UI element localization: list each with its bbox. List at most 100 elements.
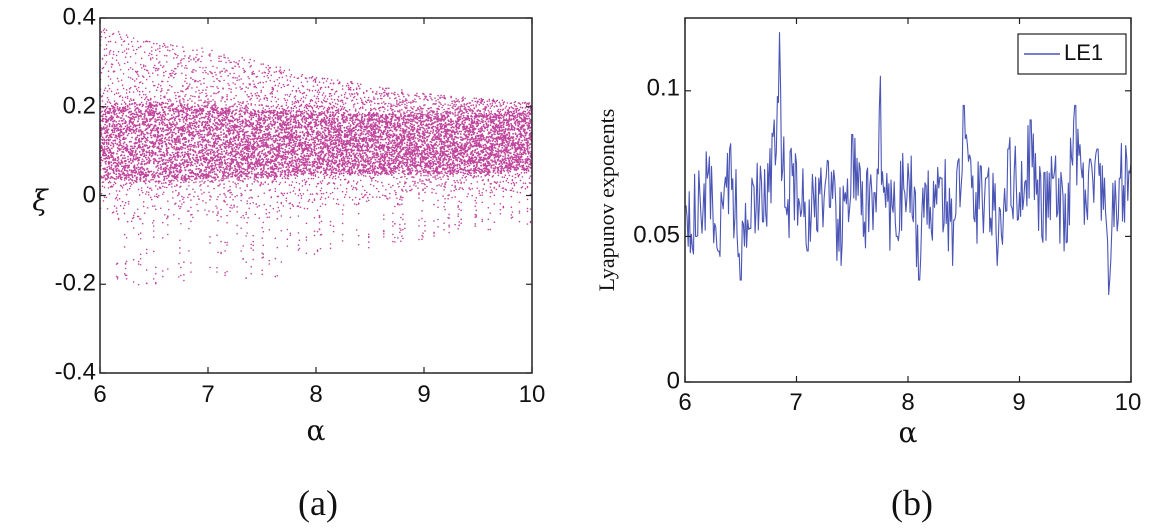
data-point [179,147,182,150]
data-point [254,104,257,106]
data-point [109,49,112,52]
data-point [131,115,134,118]
data-point [158,157,161,160]
data-point [266,97,269,100]
data-point [190,262,192,264]
data-point [115,152,118,155]
data-point [198,89,200,92]
data-point [153,95,156,98]
data-point [167,46,169,48]
data-point [216,271,218,273]
data-point [183,160,186,163]
data-point [141,166,144,169]
data-point [122,133,125,136]
data-point [284,155,287,158]
data-point [153,176,156,179]
data-point [172,160,174,163]
data-point [244,143,247,146]
data-point [226,123,229,125]
data-point [286,79,289,81]
data-point [186,106,189,108]
data-point [241,115,244,118]
data-point [168,105,171,108]
data-point [157,130,160,133]
data-point [107,187,110,189]
data-point [133,129,136,132]
data-point [277,126,279,128]
data-point [109,102,112,105]
data-point [152,142,155,144]
data-point [206,113,208,116]
data-point [200,116,203,119]
data-point [258,204,261,207]
data-point [228,110,231,113]
data-point [284,160,287,163]
data-point [128,164,130,167]
data-point [234,195,236,198]
data-point [252,202,255,204]
data-point [187,153,190,156]
data-point [197,114,200,116]
data-point [233,169,235,172]
data-point [132,155,135,158]
data-point [280,159,283,161]
data-point [220,55,222,58]
data-point [224,271,226,274]
data-point [119,204,122,207]
data-point [138,137,141,140]
data-point [211,171,214,174]
data-point [164,136,167,139]
data-point [162,42,165,45]
data-point [147,54,150,57]
data-point [232,130,235,133]
data-point [110,166,113,169]
data-point [170,44,172,46]
data-point [198,198,200,201]
panel-a-point-cloud [99,28,533,286]
data-point [184,147,187,150]
data-point [156,196,159,199]
data-point [246,136,249,139]
data-point [215,74,217,76]
data-point [223,150,226,153]
data-point [146,69,149,72]
data-point [105,115,108,118]
data-point [105,173,108,176]
data-point [124,166,127,169]
data-point [180,148,183,151]
data-point [140,96,143,99]
data-point [160,168,162,170]
data-point [230,61,232,64]
data-point [114,109,117,112]
data-point [202,120,204,123]
data-point [135,115,137,118]
data-point [216,207,218,209]
data-point [219,80,221,83]
data-point [216,155,219,158]
data-point [203,77,205,80]
data-point [241,124,243,127]
data-point [270,109,273,112]
data-point [133,80,136,82]
data-point [239,130,242,133]
data-point [272,174,275,177]
data-point [287,163,290,166]
data-point [205,201,207,204]
data-point [142,104,144,107]
data-point [109,172,112,175]
data-point [192,71,194,74]
data-point [169,131,171,134]
data-point [234,139,236,142]
data-point [145,96,148,98]
data-point [144,123,147,126]
data-point [185,93,187,96]
data-point [225,134,228,137]
data-point [107,181,110,184]
data-point [108,53,111,55]
data-point [258,104,261,106]
data-point [248,147,250,150]
data-point [178,62,180,65]
data-point [123,154,126,157]
data-point [102,181,105,183]
data-point [213,144,216,147]
